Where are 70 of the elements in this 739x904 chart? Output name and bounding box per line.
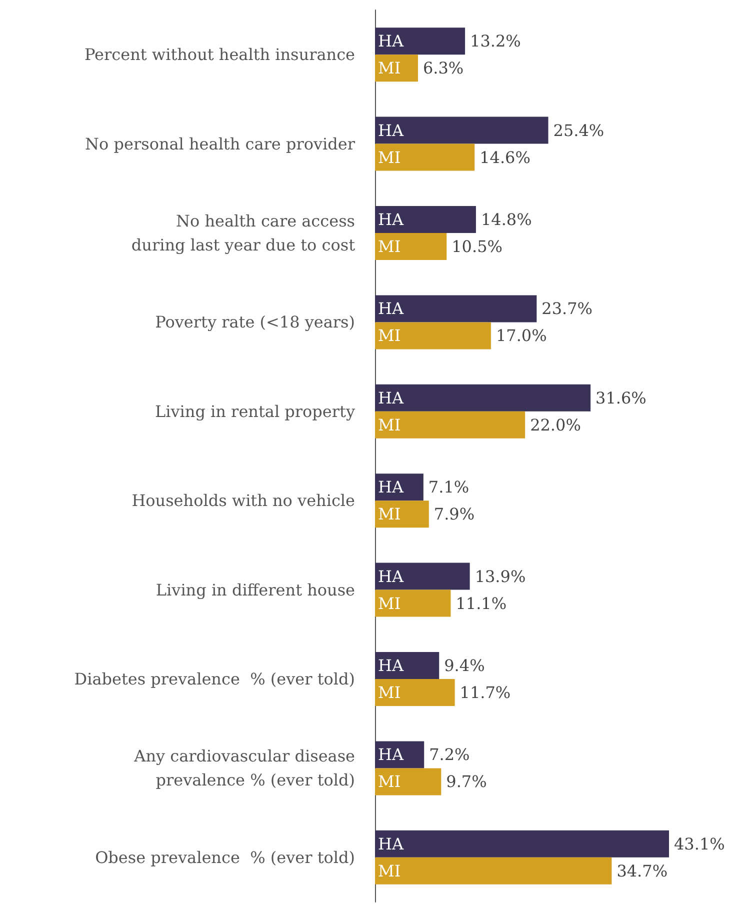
text: HA [378, 834, 404, 854]
y-tick-label: Diabetes prevalence % (ever told) [74, 670, 355, 688]
data-label: 43.1% [674, 834, 725, 854]
bar [375, 590, 451, 617]
y-tick-label: Obese prevalence % (ever told) [95, 848, 355, 867]
data-label: 11.1% [456, 594, 507, 613]
text: HA [378, 656, 404, 675]
data-label: 13.9% [474, 566, 526, 586]
text: HA [378, 299, 404, 318]
series-label: MI [378, 58, 401, 78]
bar [375, 857, 612, 884]
data-label: 31.6% [596, 388, 646, 408]
y-tick-label: Poverty rate (<18 years) [155, 312, 355, 332]
data-label: 11.7% [460, 683, 511, 702]
text: MI [378, 237, 401, 256]
bar [375, 322, 491, 350]
text: MI [378, 504, 401, 524]
data-label: 7.1% [428, 478, 470, 497]
data-label: 10.5% [452, 237, 502, 256]
bar [375, 411, 526, 438]
data-label: 14.8% [480, 210, 532, 229]
text: MI [378, 594, 401, 613]
series-label: HA [378, 32, 404, 51]
text: MI [378, 326, 401, 346]
y-tick-label: Percent without health insurance [84, 45, 355, 64]
data-label: 25.4% [553, 120, 604, 140]
data-label: 34.7% [616, 861, 668, 880]
data-label: 22.0% [530, 415, 581, 434]
text: HA [378, 566, 404, 586]
bar [375, 652, 440, 679]
text: MI [378, 861, 401, 880]
text: MI [378, 148, 401, 167]
data-label: 6.3% [422, 58, 464, 78]
bar [375, 500, 429, 528]
y-tick-label: Households with no vehicle [132, 491, 355, 510]
data-label: 7.2% [429, 745, 470, 764]
bar [375, 233, 447, 260]
text: MI [378, 683, 401, 702]
bar [375, 54, 418, 82]
data-label: 23.7% [542, 299, 592, 318]
bar [375, 474, 424, 501]
y-tick-label: Living in rental property [155, 402, 355, 421]
data-label: 13.2% [470, 32, 521, 51]
bar [375, 116, 548, 144]
bar [375, 741, 424, 768]
bar [375, 768, 442, 796]
y-tick-label: No personal health care provider [85, 134, 356, 154]
text: MI [378, 772, 401, 792]
text: HA [378, 120, 404, 140]
y-tick-label: Any cardiovascular disease prevalence % (ever told) [133, 746, 355, 790]
bar [375, 206, 476, 233]
data-label: 17.0% [496, 326, 547, 346]
bar [375, 384, 591, 412]
text: MI [378, 415, 401, 434]
text: HA [378, 210, 404, 229]
bar [375, 562, 470, 590]
text: HA [378, 745, 404, 764]
y-tick-label: Living in different house [156, 580, 355, 600]
data-label: 14.6% [480, 148, 530, 167]
bar [375, 830, 669, 858]
text: HA [378, 388, 404, 408]
data-label: 9.4% [444, 656, 485, 675]
bar [375, 28, 466, 55]
bar [375, 679, 455, 706]
y-tick-label: No health care access during last year due to cost [131, 212, 356, 254]
data-label: 7.9% [434, 504, 475, 524]
text: HA [378, 478, 404, 497]
bar [375, 144, 475, 171]
data-label: 9.7% [446, 772, 487, 792]
bar [375, 295, 537, 322]
